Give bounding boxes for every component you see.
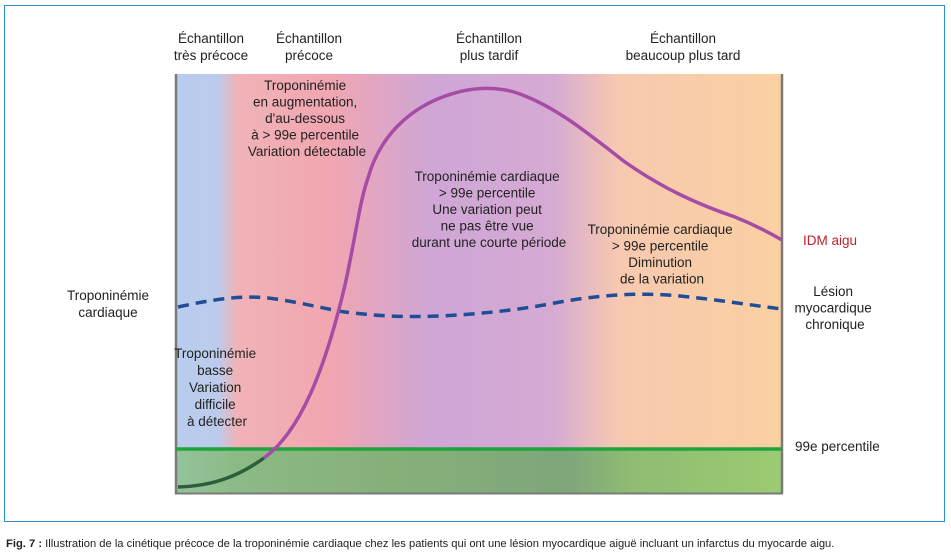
caption-text: Illustration de la cinétique précoce de … [45, 538, 835, 550]
y-axis-label: Troponinémie cardiaque [67, 288, 149, 320]
annotation-rising: Troponinémie en augmentation, d'au-desso… [248, 78, 366, 159]
figure-frame [4, 5, 945, 522]
acute-mi-curve-low [177, 456, 266, 489]
below-threshold-band [176, 449, 782, 493]
header-later: Échantillon plus tardif [456, 31, 522, 63]
annotation-low: Troponinémie basse Variation difficile à… [174, 346, 260, 429]
acute-mi-label: IDM aigu [803, 233, 857, 248]
column-headers: Échantillon très précoce Échantillon préco… [174, 31, 741, 63]
annotation-peak: Troponinémie cardiaque > 99e percentile … [412, 169, 567, 250]
threshold-label: 99e percentile [795, 439, 880, 454]
acute-mi-curve [262, 86, 783, 460]
annotation-falling: Troponinémie cardiaque > 99e percentile … [588, 222, 737, 287]
header-early: Échantillon précoce [276, 31, 342, 63]
caption-label: Fig. 7 : [6, 538, 43, 550]
chronic-injury-label: Lésion myocardique chronique [794, 284, 875, 332]
figure-caption: Fig. 7 : Illustration de la cinétique pr… [6, 538, 834, 550]
plot-background [176, 74, 782, 493]
header-very-early: Échantillon très précoce [174, 31, 248, 63]
header-much-later: Échantillon beaucoup plus tard [626, 31, 741, 63]
chronic-injury-curve [177, 292, 783, 319]
